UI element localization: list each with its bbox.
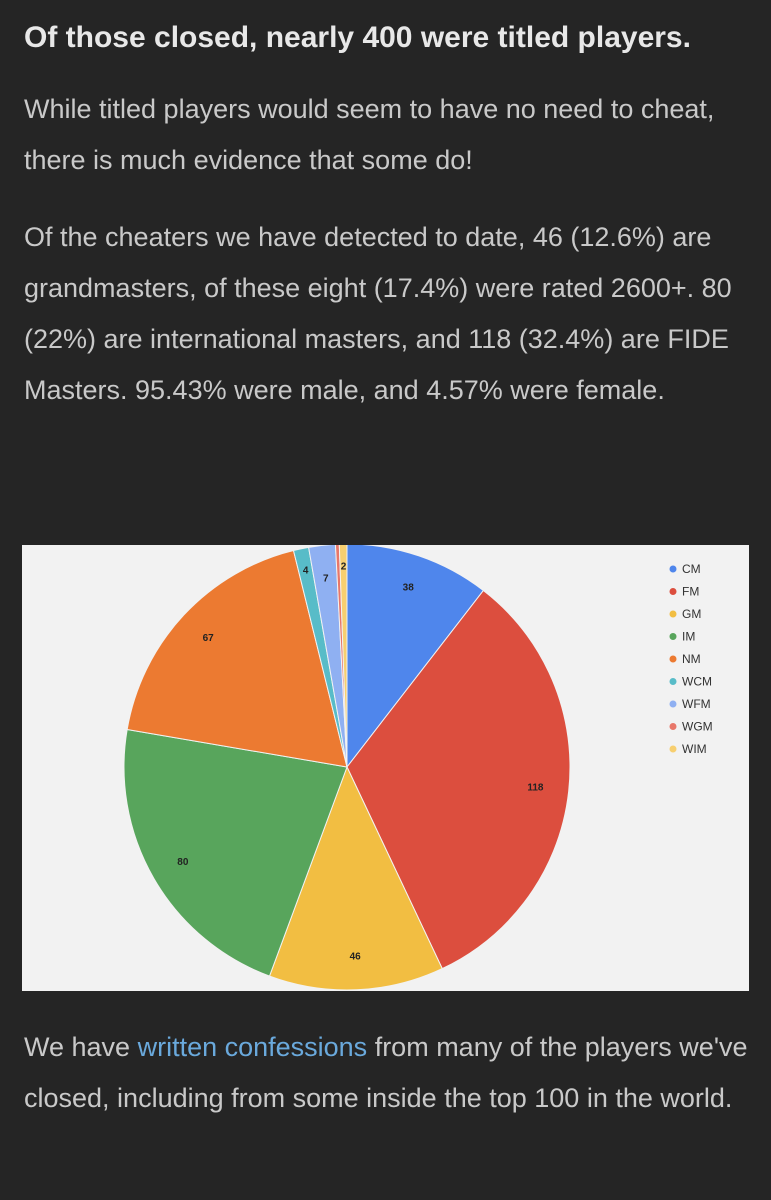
legend-swatch-fm xyxy=(669,588,677,595)
legend-label-fm: FM xyxy=(682,585,699,599)
legend-swatch-im xyxy=(669,633,677,640)
pie-slice-wfm xyxy=(308,545,348,768)
pie-slice-nm xyxy=(126,549,348,768)
pie-data-label-fm: 118 xyxy=(527,782,544,793)
legend-swatch-wgm xyxy=(669,723,677,730)
legend-swatch-wcm xyxy=(669,678,677,685)
pie-slice-gm xyxy=(268,765,443,991)
legend-swatch-gm xyxy=(669,610,677,618)
pie-data-label-gm: 46 xyxy=(350,951,362,962)
legend-label-wfm: WFM xyxy=(682,697,711,711)
pie-slice-cm xyxy=(346,545,485,769)
intro-paragraph: While titled players would seem to have … xyxy=(24,94,715,175)
legend-label-wim: WIM xyxy=(682,742,707,756)
legend-label-wcm: WCM xyxy=(682,675,712,689)
article: Of those closed, nearly 400 were titled … xyxy=(24,18,749,416)
pie-data-label-nm: 67 xyxy=(203,633,215,644)
legend-swatch-cm xyxy=(669,565,677,573)
legend-label-cm: CM xyxy=(682,562,701,576)
confessions-text-after: from many of the players we've closed, i… xyxy=(24,1032,748,1113)
pie-data-label-wcm: 4 xyxy=(303,566,309,577)
legend-swatch-wim xyxy=(669,745,677,753)
written-confessions-link[interactable]: written confessions xyxy=(137,1032,368,1062)
pie-chart-svg: 38 118 46 80 67 4 7 2 CM FM GM IM NM WCM WFM WGM WIM xyxy=(123,545,713,991)
legend-label-wgm: WGM xyxy=(682,720,713,734)
stats-paragraph: Of the cheaters we have detected to date… xyxy=(24,222,732,405)
legend-swatch-wfm xyxy=(669,700,677,708)
pie-slice-im xyxy=(123,728,348,977)
legend-label-im: IM xyxy=(682,630,695,644)
pie-data-label-wim: 2 xyxy=(341,561,347,572)
pie-slice-fm xyxy=(346,589,571,970)
legend-label-gm: GM xyxy=(682,607,701,621)
confessions-text-before: We have xyxy=(24,1032,138,1062)
pie-data-label-cm: 38 xyxy=(403,583,415,594)
legend-swatch-nm xyxy=(669,655,677,663)
pie-data-label-im: 80 xyxy=(177,857,189,868)
legend-label-nm: NM xyxy=(682,652,701,666)
titled-cheaters-pie-chart: 38 118 46 80 67 4 7 2 CM FM GM IM NM WCM WFM WGM WIM xyxy=(22,545,749,991)
pie-slice-wim xyxy=(338,545,348,768)
section-heading: Of those closed, nearly 400 were titled … xyxy=(24,21,691,54)
pie-data-label-wfm: 7 xyxy=(323,574,329,585)
confessions-paragraph: We have written confessions from many of… xyxy=(24,1022,749,1124)
